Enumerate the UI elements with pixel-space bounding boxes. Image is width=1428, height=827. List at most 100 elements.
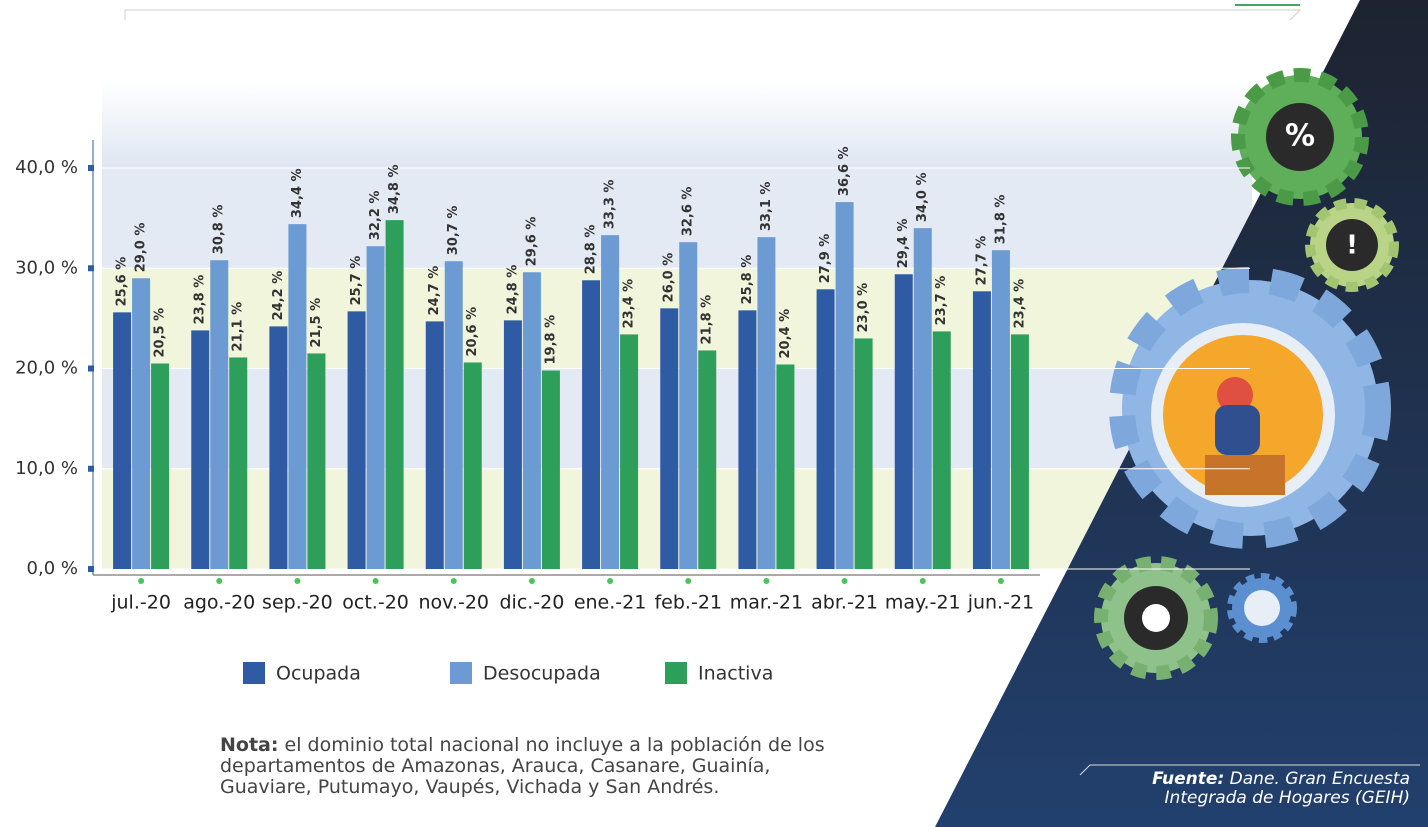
bar — [991, 250, 1010, 569]
bar — [854, 338, 873, 569]
y-tick-label: 30,0 % — [15, 257, 78, 278]
bar — [269, 326, 288, 569]
bar — [1010, 334, 1029, 569]
value-label: 30,7 % — [446, 206, 461, 256]
bar — [385, 220, 404, 569]
bar — [698, 350, 717, 569]
bar — [932, 331, 951, 569]
x-tick-label: may.-21 — [885, 592, 961, 614]
value-label: 23,4 % — [1012, 279, 1027, 329]
x-tick-label: jun.-21 — [967, 592, 1034, 614]
x-tick-dot — [528, 578, 535, 584]
bar — [522, 272, 541, 569]
x-tick-dot — [294, 578, 301, 584]
bar — [972, 291, 991, 569]
x-tick-label: nov.-20 — [418, 592, 489, 614]
y-tick-mark — [88, 365, 94, 372]
value-label: 20,5 % — [153, 308, 168, 358]
legend-swatch — [243, 662, 265, 684]
value-label: 25,7 % — [349, 256, 364, 306]
x-tick-label: dic.-20 — [499, 592, 564, 614]
bar — [444, 261, 463, 569]
value-label: 21,8 % — [700, 295, 715, 345]
value-label: 19,8 % — [543, 315, 558, 365]
x-tick-dot — [216, 578, 223, 584]
legend-label: Ocupada — [276, 663, 361, 685]
value-label: 21,5 % — [309, 298, 324, 348]
header-frame — [124, 9, 1302, 21]
x-tick-dot — [841, 578, 848, 584]
gear-virus — [1094, 556, 1218, 680]
bar — [425, 321, 444, 569]
note-text: el dominio total nacional no incluye a l… — [220, 734, 825, 798]
value-label: 24,8 % — [505, 265, 520, 315]
value-label: 32,2 % — [368, 191, 383, 241]
bar — [288, 224, 307, 569]
value-label: 25,8 % — [740, 255, 755, 305]
bar — [620, 334, 639, 569]
bar — [151, 363, 170, 569]
source-label: Fuente: — [1152, 769, 1225, 789]
bar — [757, 237, 776, 570]
value-label: 33,1 % — [759, 182, 774, 232]
x-tick-dot — [919, 578, 926, 584]
bar — [660, 308, 679, 569]
y-tick-mark — [88, 165, 94, 171]
value-label: 29,4 % — [896, 219, 911, 269]
y-tick-label: 40,0 % — [15, 157, 78, 178]
x-tick-dot — [372, 578, 379, 584]
bar — [894, 274, 913, 569]
x-tick-label: oct.-20 — [342, 592, 409, 614]
legend-swatch — [665, 662, 687, 684]
value-label: 30,8 % — [212, 205, 227, 255]
value-label: 27,7 % — [974, 236, 989, 286]
note-label: Nota: — [220, 734, 279, 756]
value-label: 23,4 % — [622, 279, 637, 329]
bar — [113, 312, 132, 569]
legend-label: Desocupada — [483, 663, 601, 685]
x-tick-dot — [607, 578, 614, 584]
value-label: 24,7 % — [427, 266, 442, 316]
legend-swatch — [450, 662, 472, 684]
source: Fuente: Dane. Gran Encuesta Integrada de… — [1090, 770, 1410, 808]
bar — [210, 260, 229, 569]
x-tick-dot — [138, 578, 145, 584]
value-label: 32,6 % — [681, 187, 696, 237]
value-label: 33,3 % — [603, 180, 618, 230]
y-tick-mark — [88, 465, 94, 472]
legend-label: Inactiva — [698, 663, 773, 685]
bar — [307, 353, 326, 569]
value-label: 26,0 % — [662, 253, 677, 303]
bar — [463, 362, 482, 569]
x-tick-label: ago.-20 — [183, 592, 255, 614]
value-label: 29,6 % — [524, 217, 539, 267]
bar — [191, 330, 210, 569]
value-label: 34,0 % — [915, 173, 930, 223]
note: Nota: el dominio total nacional no inclu… — [220, 735, 840, 798]
y-tick-mark — [88, 265, 94, 272]
svg-text:!: ! — [1346, 231, 1358, 261]
y-tick-mark — [88, 566, 94, 572]
x-tick-label: ene.-21 — [574, 592, 647, 614]
value-label: 23,7 % — [934, 276, 949, 326]
value-label: 21,1 % — [231, 302, 246, 352]
bar — [679, 242, 698, 569]
x-tick-label: jul.-20 — [110, 592, 171, 614]
x-tick-dot — [763, 578, 770, 584]
x-tick-dot — [997, 578, 1004, 584]
bar — [366, 246, 385, 569]
value-label: 34,8 % — [387, 164, 402, 214]
x-tick-label: abr.-21 — [811, 592, 878, 614]
gear-main — [1109, 267, 1391, 549]
plot-band — [102, 168, 1252, 269]
y-tick-label: 10,0 % — [15, 458, 78, 479]
gear-percent: % — [1231, 68, 1369, 206]
value-label: 23,0 % — [856, 283, 871, 333]
x-tick-label: feb.-21 — [654, 592, 722, 614]
gear-warning: ! — [1305, 198, 1399, 292]
bar — [835, 202, 854, 569]
svg-text:%: % — [1285, 119, 1315, 154]
bar — [503, 320, 522, 569]
